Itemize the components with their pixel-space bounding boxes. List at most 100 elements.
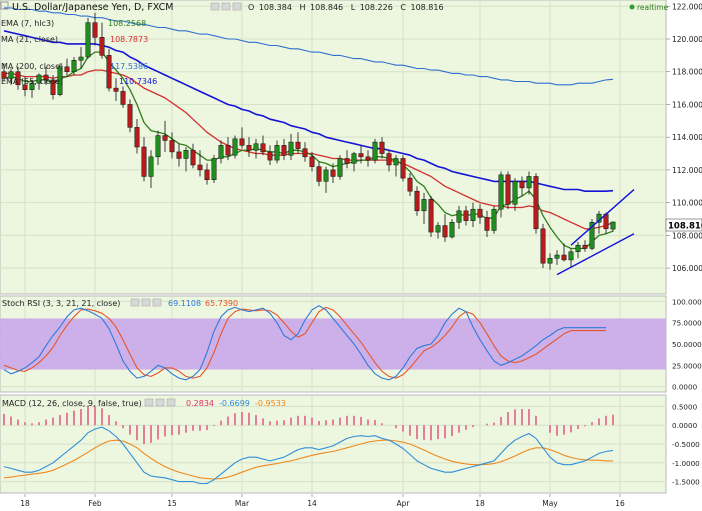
candle — [554, 250, 560, 265]
candle — [253, 138, 259, 159]
candle — [449, 219, 455, 239]
time-tick-label: 14 — [307, 499, 317, 508]
open-value: 108.384 — [259, 3, 292, 12]
candle-body-down — [204, 169, 210, 180]
legend-ema7: EMA (7, hlc3) 108.2568 — [1, 19, 146, 28]
stoch-tick-label: 0.0000 — [672, 383, 698, 392]
candle-body-down — [407, 177, 413, 192]
candle — [22, 76, 28, 97]
candle-body-up — [218, 145, 224, 159]
candle — [99, 22, 105, 59]
close-icon[interactable] — [232, 2, 242, 11]
legend-ema55-value: 110.7346 — [119, 77, 157, 86]
channel-lower-line[interactable] — [556, 233, 635, 276]
candle-body-down — [15, 71, 21, 86]
candle-body-up — [512, 181, 518, 205]
candle-body-down — [43, 74, 49, 81]
stoch-lines — [3, 305, 606, 381]
candle-body-down — [162, 135, 168, 141]
candle — [540, 223, 546, 269]
candle-body-up — [323, 169, 329, 182]
candle — [386, 150, 392, 172]
time-tick-label: Apr — [397, 499, 411, 508]
trend-channel — [556, 189, 635, 276]
price-tick-label: 118.000 — [672, 68, 702, 77]
candle-body-down — [225, 145, 231, 156]
candle-body-up — [71, 60, 77, 72]
legend-ma200-value: 117.5386 — [110, 62, 148, 71]
candle — [302, 142, 308, 162]
candle — [246, 137, 252, 157]
channel-upper-line[interactable] — [570, 189, 635, 246]
candle-body-down — [99, 37, 105, 56]
stoch-eye-icon[interactable] — [130, 298, 140, 307]
candle-body-up — [29, 82, 35, 90]
stoch-band — [0, 318, 666, 370]
stoch-tick-label: 75.0000 — [672, 319, 702, 328]
legend-ma21-label: MA (21, close) — [1, 35, 58, 44]
macd-eye-icon[interactable] — [144, 398, 154, 407]
price-tick-label: 116.000 — [672, 100, 702, 109]
candle — [120, 86, 126, 108]
legend-ma200: MA (200, close) 117.5386 — [1, 62, 148, 71]
price-axis: 122.000 120.000 118.000 116.000 114.000 112.0… — [666, 2, 702, 273]
candle — [260, 135, 266, 156]
candle — [526, 171, 532, 195]
candle — [610, 221, 616, 232]
candle-body-down — [134, 127, 140, 148]
candle — [78, 47, 84, 69]
legend-ema7-value: 108.2568 — [108, 19, 146, 28]
last-price-label: 108.816 — [668, 222, 702, 232]
header-button-group — [210, 2, 242, 11]
close-label: C — [400, 3, 406, 12]
candle-body-down — [386, 153, 392, 166]
price-tick-label: 120.000 — [672, 35, 702, 44]
candle-body-down — [127, 104, 133, 128]
candle — [134, 119, 140, 154]
candle-body-down — [92, 22, 98, 38]
stoch-close-icon[interactable] — [152, 298, 162, 307]
candle — [414, 186, 420, 216]
price-tick-label: 114.000 — [672, 133, 702, 142]
time-tick-label: 18 — [20, 499, 30, 508]
candle — [358, 145, 364, 164]
collapse-icon[interactable] — [0, 1, 9, 10]
eye-icon[interactable] — [210, 2, 220, 11]
candle-body-up — [372, 141, 378, 161]
candle — [512, 178, 518, 211]
candle — [505, 171, 511, 210]
settings-icon[interactable] — [221, 2, 231, 11]
candle — [498, 171, 504, 218]
candle-body-up — [57, 66, 63, 95]
candle — [435, 222, 441, 239]
candle-body-up — [393, 158, 399, 166]
candle-body-down — [365, 156, 371, 161]
candle-body-down — [309, 156, 315, 167]
candle-body-up — [610, 221, 616, 230]
candle — [400, 155, 406, 182]
price-tick-label: 106.000 — [672, 264, 702, 273]
candle — [197, 150, 203, 177]
stoch-settings-icon[interactable] — [141, 298, 151, 307]
candle-body-up — [183, 150, 189, 159]
stoch-k-line — [3, 305, 606, 381]
candle — [582, 240, 588, 252]
candle — [337, 155, 343, 180]
stoch-axis: 100.0000 75.0000 50.0000 25.0000 0.0000 — [672, 297, 702, 391]
macd-tick-label: -1.0000 — [672, 459, 700, 468]
candle — [442, 214, 448, 242]
candle-body-down — [358, 153, 364, 158]
candle-body-up — [274, 145, 280, 161]
macd-settings-icon[interactable] — [155, 398, 165, 407]
candle — [232, 135, 238, 159]
candle — [288, 133, 294, 161]
candle — [477, 204, 483, 224]
candle-body-up — [456, 210, 462, 223]
candle-body-down — [330, 169, 336, 177]
svg-text:O 108.384 H: O 108.384 H 108.846 L 108.226 C 108.816 — [248, 3, 444, 12]
macd-close-icon[interactable] — [166, 398, 176, 407]
candle-body-up — [211, 158, 217, 180]
candle-body-down — [379, 141, 385, 154]
candle-body-up — [232, 138, 238, 156]
